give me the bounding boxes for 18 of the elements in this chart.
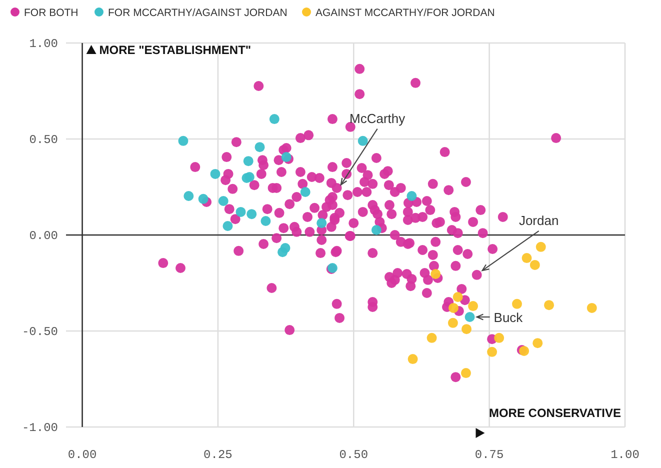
legend-label: FOR BOTH (24, 7, 78, 19)
y-tick-label: 0.50 (29, 133, 58, 147)
y-tick-label: 0.00 (29, 229, 58, 243)
annotation: McCarthy (350, 110, 406, 126)
x-tick-label: 0.25 (204, 448, 232, 462)
annotation: Buck (494, 310, 524, 325)
x-tick-label: 0.00 (68, 448, 97, 462)
legend-label: AGAINST MCCARTHY/FOR JORDAN (316, 7, 495, 19)
x-tick-label: 0.50 (339, 448, 368, 462)
y-tick-label: 1.00 (29, 37, 58, 51)
legend-label: FOR MCCARTHY/AGAINST JORDAN (108, 7, 288, 19)
x-tick-label: 1.00 (610, 448, 640, 462)
x-tick-label: 0.75 (474, 448, 504, 462)
annotation: MORE "ESTABLISHMENT" (99, 43, 252, 57)
y-tick-label: -0.50 (22, 325, 58, 339)
y-tick-label: -1.00 (22, 421, 58, 435)
annotation: Jordan (518, 212, 559, 228)
annotation: MORE CONSERVATIVE (488, 406, 621, 420)
